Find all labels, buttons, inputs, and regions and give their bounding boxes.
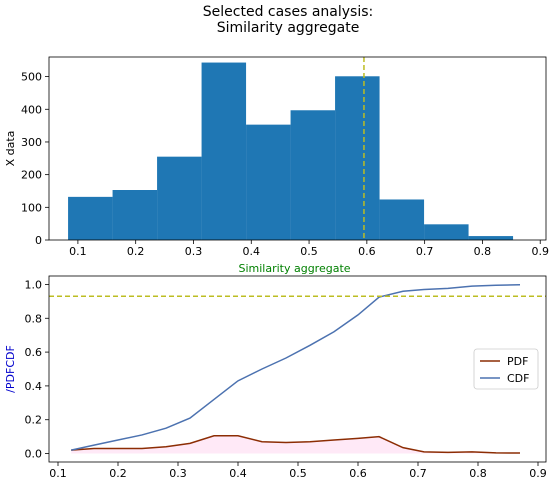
histogram-bar	[157, 156, 202, 240]
x-tick-label: 0.8	[469, 467, 487, 480]
x-tick-label: 0.3	[185, 245, 203, 258]
cdf-line	[71, 284, 521, 451]
histogram-bar	[335, 76, 380, 240]
x-tick-label: 0.7	[409, 467, 427, 480]
figure-title-line1: Selected cases analysis:	[203, 4, 373, 20]
x-tick-label: 0.6	[349, 467, 367, 480]
legend-label-pdf: PDF	[507, 355, 528, 368]
x-tick-label: 0.3	[169, 467, 187, 480]
pdf-cdf-chart: 0.1 0.2 0.3 0.4 0.5 0.6 0.7 0.8 0.9 0.0 0.2 0.4 0.6 0…	[4, 275, 547, 480]
histogram-bar	[468, 236, 514, 240]
y-tick-label: 300	[21, 136, 42, 149]
legend-box	[473, 348, 539, 390]
y-tick-label: 500	[21, 71, 42, 84]
figure-title-line2: Similarity aggregate	[217, 20, 360, 36]
histogram-bar	[290, 110, 336, 240]
legend-label-cdf: CDF	[507, 372, 529, 385]
y-tick-label: 0.8	[25, 312, 43, 325]
x-tick-label: 0.1	[69, 245, 87, 258]
x-tick-label: 0.2	[127, 245, 145, 258]
x-tick-label: 0.5	[300, 245, 318, 258]
histogram-bar	[246, 124, 291, 240]
y-tick-label: 0.4	[25, 380, 43, 393]
y-axis-label: X data	[4, 131, 17, 167]
pdf-area-fill	[71, 435, 520, 454]
pdf-line	[71, 435, 521, 454]
histogram-bar	[201, 62, 247, 240]
x-tick-label: 0.9	[529, 467, 547, 480]
y-tick-label: 0.6	[25, 346, 43, 359]
x-tick-label: 0.1	[49, 467, 67, 480]
x-tick-label: 0.5	[289, 467, 307, 480]
histogram-bar	[112, 190, 158, 240]
histogram-bar	[424, 224, 469, 240]
y-tick-label: 400	[21, 103, 42, 116]
x-axis-label: Similarity aggregate	[238, 262, 350, 275]
y-tick-label: 0.2	[25, 414, 43, 427]
x-tick-label: 0.2	[109, 467, 127, 480]
y-axis-label: /PDFCDF	[4, 345, 17, 393]
x-tick-label: 0.7	[416, 245, 434, 258]
histogram-bar	[379, 199, 425, 240]
histogram-chart: 0.1 0.2 0.3 0.4 0.5 0.6 0.7 0.8 0.9 0 100 200 300 400…	[4, 56, 549, 275]
y-tick-label: 0.0	[25, 448, 43, 461]
y-tick-label: 1.0	[25, 278, 43, 291]
plot-frame	[48, 56, 547, 241]
x-tick-label: 0.4	[229, 467, 247, 480]
y-tick-label: 200	[21, 169, 42, 182]
x-tick-label: 0.6	[358, 245, 376, 258]
x-tick-label: 0.8	[474, 245, 492, 258]
x-tick-label: 0.4	[243, 245, 261, 258]
plot-frame	[48, 275, 547, 463]
x-tick-label: 0.9	[531, 245, 549, 258]
histogram-bar	[68, 196, 113, 240]
y-tick-label: 100	[21, 201, 42, 214]
y-tick-label: 0	[35, 234, 42, 247]
